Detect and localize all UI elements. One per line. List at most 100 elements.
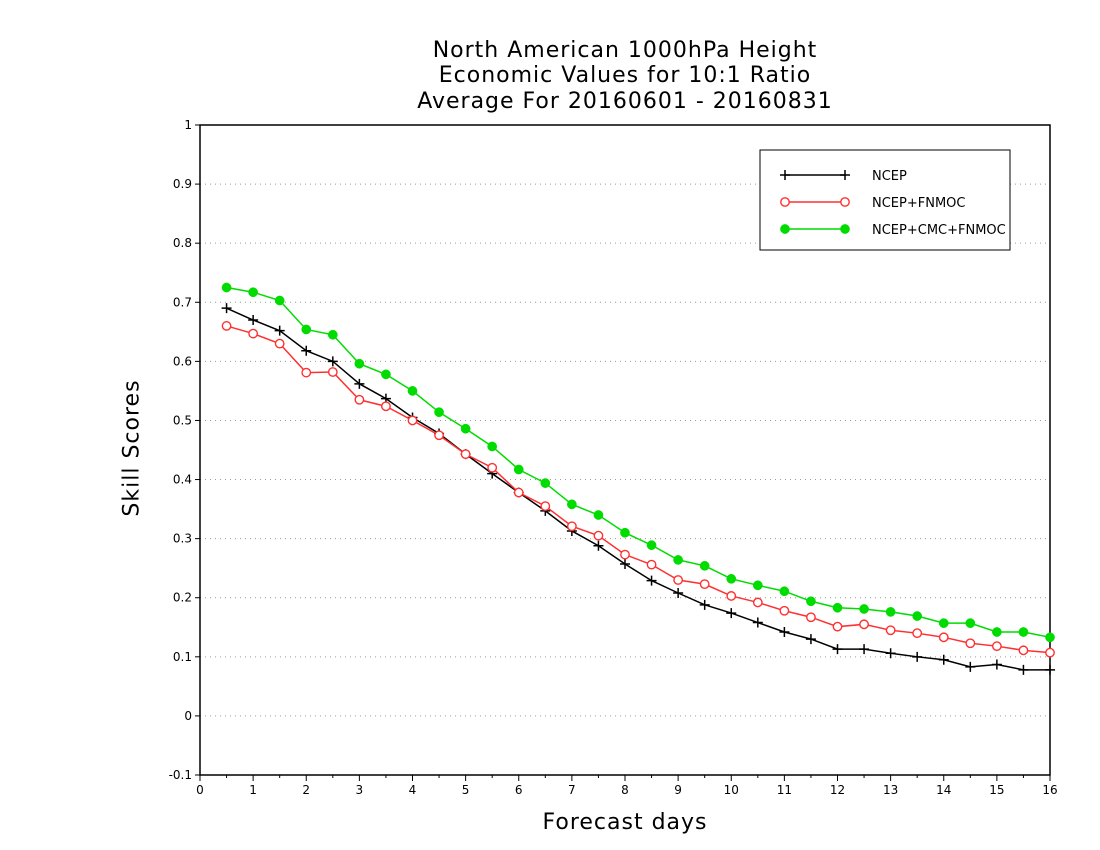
legend-marker-ncep-fnmoc-start [780,197,790,207]
data-point-ncep-fnmoc-3 [301,367,312,378]
x-tick-label-8: 8 [621,783,629,797]
data-point-ncep-cmc-fnmoc-10 [487,441,498,452]
x-tick-label-3: 3 [356,783,364,797]
data-point-ncep-fnmoc-11 [513,487,524,498]
x-tick-label-9: 9 [674,783,682,797]
y-tick-label-11: 1 [184,118,192,132]
data-point-ncep-29 [991,659,1002,670]
data-point-ncep-fnmoc-12 [540,501,551,512]
data-point-ncep-fnmoc-18 [699,579,710,590]
data-point-ncep-cmc-fnmoc-23 [832,602,843,613]
y-tick-label-9: 0.8 [173,236,192,250]
data-point-ncep-31 [1045,664,1055,675]
data-point-ncep-22 [805,634,816,645]
x-tick-label-7: 7 [568,783,576,797]
y-tick-label-2: 0.1 [173,650,192,664]
data-point-ncep-cmc-fnmoc-29 [992,627,1002,637]
data-point-ncep-fnmoc-19 [726,591,737,601]
data-point-ncep-cmc-fnmoc-22 [806,596,816,607]
data-point-ncep-0 [221,303,232,314]
data-point-ncep-fnmoc-25 [885,625,896,636]
data-point-ncep-2 [274,325,285,336]
data-point-ncep-28 [965,661,976,672]
y-tick-label-5: 0.4 [173,473,192,487]
data-point-ncep-cmc-fnmoc-15 [620,527,630,538]
x-tick-label-6: 6 [515,783,523,797]
data-point-ncep-16 [646,575,657,586]
x-tick-label-1: 1 [249,783,257,797]
chart-title-line-3: Average For 20160601 - 20160831 [417,89,833,114]
data-point-ncep-fnmoc-29 [991,641,1002,652]
data-point-ncep-fnmoc-10 [487,462,498,473]
chart-title-line-2: Economic Values for 10:1 Ratio [438,63,812,88]
data-point-ncep-cmc-fnmoc-5 [354,358,365,369]
legend-marker-ncep-cmc-fnmoc-end [840,224,850,234]
x-axis-label: Forecast days [542,810,708,835]
x-tick-label-16: 16 [1042,783,1057,797]
data-point-ncep-fnmoc-1 [248,328,259,339]
data-point-ncep-cmc-fnmoc-7 [407,386,418,396]
data-point-ncep-19 [726,608,737,619]
data-point-ncep-25 [885,648,896,659]
data-point-ncep-fnmoc-23 [832,621,843,632]
data-point-ncep-cmc-fnmoc-4 [327,329,338,340]
data-point-ncep-23 [832,644,843,655]
data-point-ncep-cmc-fnmoc-6 [381,369,391,380]
data-point-ncep-cmc-fnmoc-24 [859,604,869,614]
data-point-ncep-cmc-fnmoc-14 [593,510,604,520]
data-point-ncep-fnmoc-31 [1045,647,1055,658]
data-point-ncep-1 [248,315,259,325]
data-point-ncep-21 [779,627,790,637]
y-tick-label-10: 0.9 [173,177,192,191]
data-point-ncep-cmc-fnmoc-28 [965,618,976,628]
legend-label-ncep: NCEP [872,169,907,184]
y-axis-label: Skill Scores [119,379,145,517]
y-tick-label-3: 0.2 [173,591,192,605]
y-tick-label-7: 0.6 [173,354,192,368]
data-point-ncep-cmc-fnmoc-19 [726,573,737,584]
x-tick-label-4: 4 [409,783,417,797]
x-tick-label-11: 11 [777,783,792,797]
data-point-ncep-fnmoc-21 [779,605,790,616]
data-point-ncep-5 [354,378,365,389]
x-tick-label-10: 10 [724,783,739,797]
data-point-ncep-fnmoc-4 [327,367,338,377]
data-point-ncep-fnmoc-20 [752,597,763,608]
data-point-ncep-20 [752,617,763,628]
data-point-ncep-fnmoc-30 [1018,645,1029,656]
data-point-ncep-cmc-fnmoc-8 [434,407,444,418]
chart-title-line-1: North American 1000hPa Height [432,38,818,63]
data-point-ncep-24 [859,644,870,655]
data-point-ncep-cmc-fnmoc-25 [885,607,896,617]
data-point-ncep-cmc-fnmoc-0 [221,282,232,293]
y-tick-label-6: 0.5 [173,413,192,427]
y-tick-label-1: 0 [184,709,192,723]
data-point-ncep-fnmoc-17 [673,575,684,585]
data-point-ncep-fnmoc-6 [381,401,391,412]
x-tick-label-5: 5 [462,783,470,797]
data-point-ncep-15 [620,559,630,570]
series-line-ncep-cmc-fnmoc [226,286,1051,639]
data-point-ncep-cmc-fnmoc-3 [301,324,312,335]
data-point-ncep-18 [699,599,710,610]
data-point-ncep-26 [912,651,923,662]
data-point-ncep-fnmoc-14 [593,530,604,541]
series-line-ncep [226,307,1050,671]
x-tick-label-13: 13 [883,783,898,797]
data-point-ncep-3 [301,345,312,356]
data-point-ncep-cmc-fnmoc-17 [673,555,683,565]
data-point-ncep-17 [673,588,684,598]
data-point-ncep-fnmoc-5 [354,394,365,405]
data-point-ncep-fnmoc-8 [434,430,444,441]
legend-marker-ncep-cmc-fnmoc-start [780,224,790,234]
data-point-ncep-fnmoc-13 [566,521,577,532]
data-point-ncep-cmc-fnmoc-30 [1018,627,1029,637]
data-point-ncep-cmc-fnmoc-16 [646,540,657,550]
data-point-ncep-fnmoc-0 [221,321,232,331]
data-point-ncep-fnmoc-15 [620,549,630,560]
legend-label-ncep-fnmoc: NCEP+FNMOC [872,196,965,211]
y-tick-label-4: 0.3 [173,532,192,546]
data-point-ncep-cmc-fnmoc-9 [460,423,471,434]
data-point-ncep-fnmoc-2 [274,338,285,349]
data-point-ncep-fnmoc-16 [646,559,657,570]
